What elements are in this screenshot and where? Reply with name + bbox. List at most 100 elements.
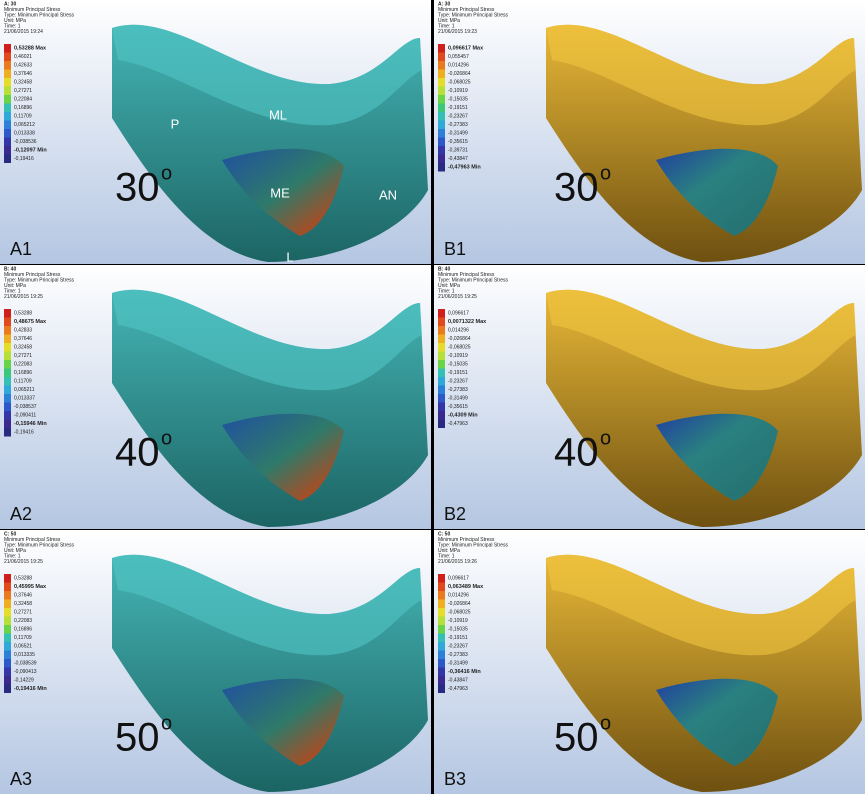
legend-value: -0,068025 — [448, 79, 471, 85]
legend-value: -0,10919 — [448, 353, 468, 359]
legend-swatch — [438, 309, 445, 318]
legend-header: Unit: MPa — [4, 548, 26, 554]
legend-value: -0,23267 — [448, 643, 468, 649]
legend-value: -0,31499 — [448, 130, 468, 136]
legend-value: -0,19151 — [448, 105, 468, 111]
legend-value: -0,090413 — [14, 669, 37, 675]
legend-swatch — [438, 334, 445, 343]
legend-swatch — [438, 377, 445, 386]
anatomy-label: ML — [269, 107, 287, 122]
legend-swatch — [438, 69, 445, 78]
legend-swatch — [438, 120, 445, 129]
legend-value: 0,0071322 Max — [448, 319, 487, 325]
legend-swatch — [438, 642, 445, 651]
legend-swatch — [438, 582, 445, 591]
legend-header: Time: 1 — [4, 553, 21, 559]
legend-swatch — [4, 309, 11, 318]
legend-swatch — [4, 642, 11, 651]
legend-swatch — [4, 334, 11, 343]
legend-value: 0,06521 — [14, 643, 32, 649]
legend-value: 0,42633 — [14, 62, 32, 68]
legend-swatch — [4, 633, 11, 642]
legend-swatch — [4, 574, 11, 583]
legend-swatch — [4, 411, 11, 420]
legend-value: 0,37646 — [14, 336, 32, 342]
legend-value: -0,27383 — [448, 122, 468, 128]
legend-value: 0,32458 — [14, 344, 32, 350]
legend-swatch — [4, 137, 11, 146]
legend-swatch — [4, 52, 11, 61]
legend-swatch — [438, 608, 445, 617]
legend-value: -0,026864 — [448, 601, 471, 607]
legend-value: -0,43847 — [448, 677, 468, 683]
legend-value: 0,16896 — [14, 626, 32, 632]
legend-header: Type: Minimum Principal Stress — [4, 277, 75, 283]
legend-value: -0,19151 — [448, 370, 468, 376]
legend-swatch — [4, 608, 11, 617]
model-cavity — [222, 148, 344, 236]
legend-header: Minimum Principal Stress — [438, 537, 495, 543]
legend-value: -0,068025 — [448, 344, 471, 350]
model-top — [546, 24, 856, 126]
legend-value: 0,32458 — [14, 601, 32, 607]
legend-value: -0,4309 Min — [448, 412, 478, 418]
legend-swatch — [4, 385, 11, 394]
angle-label: 40 — [554, 431, 599, 475]
legend-value: -0,35615 — [448, 404, 468, 410]
angle-label: 50 — [115, 716, 160, 760]
legend-value: 0,065211 — [14, 387, 35, 393]
legend-value: 0,013337 — [14, 395, 35, 401]
legend-header: 21/06/2015 19:23 — [438, 29, 477, 35]
panel-label: B2 — [444, 504, 466, 524]
legend-swatch — [438, 146, 445, 155]
legend-value: 0,46021 — [14, 54, 32, 60]
legend-header: Unit: MPa — [4, 18, 26, 24]
legend-header: 21/06/2015 19:25 — [4, 294, 43, 300]
model-cavity — [222, 413, 344, 501]
legend-value: -0,27383 — [448, 387, 468, 393]
model-cavity — [656, 148, 778, 236]
legend-header: Unit: MPa — [438, 548, 460, 554]
angle-label: 50 — [554, 716, 599, 760]
legend-value: 0,37646 — [14, 592, 32, 598]
legend-header: C: 50 — [438, 531, 450, 537]
legend-swatch — [438, 616, 445, 625]
legend-swatch — [4, 650, 11, 659]
legend-value: -0,14229 — [14, 677, 34, 683]
legend-header: 21/06/2015 19:26 — [438, 559, 477, 565]
model-top — [546, 289, 856, 391]
legend-value: -0,47963 Min — [448, 164, 481, 170]
legend-value: 0,013335 — [14, 652, 35, 658]
angle-label: 40 — [115, 431, 160, 475]
legend-header: Minimum Principal Stress — [4, 537, 61, 543]
legend-value: 0,45995 Max — [14, 584, 47, 590]
legend-value: -0,43847 — [448, 156, 468, 162]
legend-header: Minimum Principal Stress — [438, 7, 495, 13]
legend-value: 0,53288 — [14, 310, 32, 316]
angle-degree: o — [161, 712, 172, 734]
legend-swatch — [438, 163, 445, 172]
legend-value: -0,36416 Min — [448, 669, 481, 675]
panel-label: A3 — [10, 769, 32, 789]
legend-value: -0,038536 — [14, 139, 37, 145]
legend-header: Time: 1 — [438, 553, 455, 559]
legend-swatch — [438, 633, 445, 642]
panel-label: B1 — [444, 239, 466, 259]
legend-header: Unit: MPa — [4, 283, 26, 289]
legend-swatch — [4, 86, 11, 95]
legend-swatch — [4, 44, 11, 53]
legend-swatch — [4, 103, 11, 112]
legend-swatch — [438, 659, 445, 668]
legend-header: B: 40 — [438, 266, 450, 272]
legend-swatch — [4, 61, 11, 70]
angle-degree: o — [600, 162, 611, 184]
legend-swatch — [4, 377, 11, 386]
model-top — [112, 24, 422, 126]
legend-value: -0,15035 — [448, 361, 468, 367]
